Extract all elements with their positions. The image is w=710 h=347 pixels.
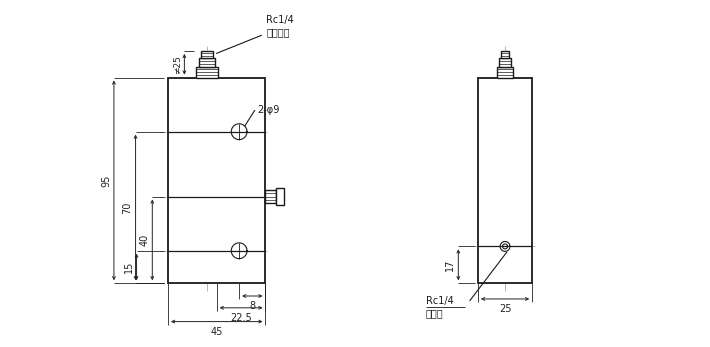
Text: 22.5: 22.5 bbox=[230, 313, 252, 323]
Text: 95: 95 bbox=[101, 174, 111, 187]
Text: 15: 15 bbox=[124, 261, 133, 273]
Bar bbox=[497, 67, 513, 78]
Text: 25: 25 bbox=[499, 304, 511, 314]
Bar bbox=[201, 51, 213, 58]
Text: 17: 17 bbox=[445, 259, 455, 271]
Text: 2-φ9: 2-φ9 bbox=[257, 105, 279, 115]
Bar bbox=[168, 78, 266, 283]
Bar bbox=[478, 78, 532, 283]
Text: 进油口: 进油口 bbox=[426, 308, 444, 318]
Text: 空气入口: 空气入口 bbox=[266, 27, 290, 37]
Bar bbox=[199, 58, 215, 67]
Text: 70: 70 bbox=[123, 201, 133, 214]
Bar bbox=[498, 58, 511, 67]
Text: 8: 8 bbox=[249, 301, 256, 311]
Bar bbox=[196, 67, 218, 78]
Text: 45: 45 bbox=[211, 327, 223, 337]
Bar bbox=[276, 188, 284, 205]
Bar bbox=[501, 51, 510, 58]
Bar bbox=[266, 190, 276, 203]
Text: Rc1/4: Rc1/4 bbox=[266, 15, 294, 25]
Text: ≠25: ≠25 bbox=[173, 55, 182, 74]
Text: Rc1/4: Rc1/4 bbox=[426, 296, 454, 306]
Text: 40: 40 bbox=[139, 234, 149, 246]
